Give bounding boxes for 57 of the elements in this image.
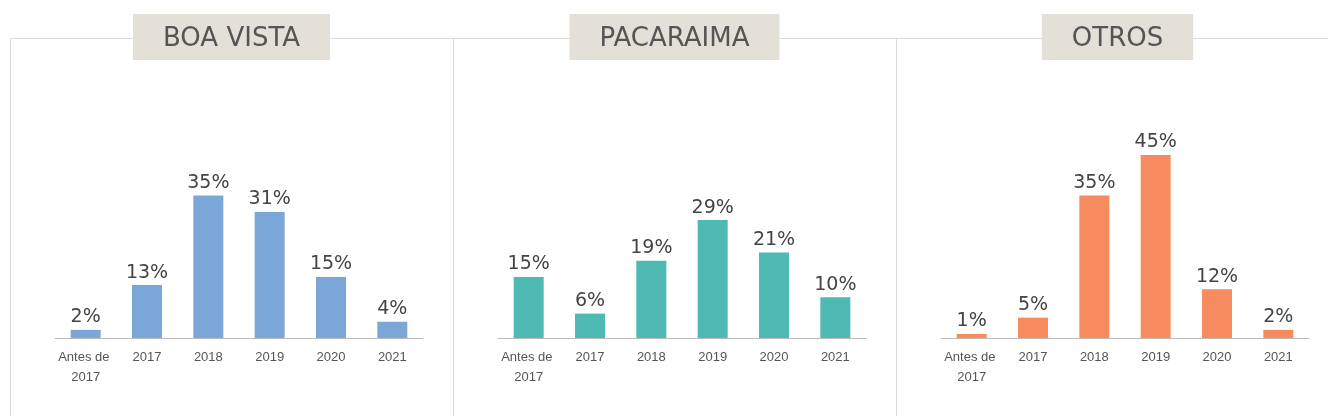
bar — [513, 276, 544, 338]
x-tick-label: 2020 — [1202, 348, 1232, 364]
bar — [636, 260, 667, 338]
data-label: 29% — [691, 194, 734, 217]
x-tick-label: 2017 — [132, 348, 162, 364]
data-label: 19% — [630, 235, 673, 258]
bar — [575, 313, 605, 338]
bar — [820, 297, 851, 338]
bar — [1202, 289, 1232, 338]
data-label: 35% — [187, 170, 230, 193]
data-label: 15% — [507, 251, 550, 274]
x-tick-label: 2019 — [255, 348, 285, 364]
bar — [70, 329, 101, 338]
x-tick-label: 2018 — [1079, 348, 1109, 364]
x-tick-label: 2017 — [575, 348, 605, 364]
bar — [377, 321, 408, 338]
bar — [132, 285, 162, 338]
x-tick-label: 2021 — [377, 348, 407, 364]
chart-title: OTROS — [1071, 22, 1164, 52]
bar — [193, 195, 224, 338]
x-tick-label: 2019 — [1141, 348, 1171, 364]
data-label: 21% — [752, 227, 796, 250]
x-tick-label: 2020 — [759, 348, 789, 364]
data-label: 13% — [125, 259, 169, 282]
x-tick-label: Antes de 2017 — [944, 348, 1000, 384]
bar — [956, 333, 987, 338]
x-tick-label: Antes de 2017 — [58, 348, 114, 384]
x-tick-label: 2018 — [193, 348, 223, 364]
data-label: 15% — [309, 251, 353, 274]
bar — [1079, 195, 1110, 338]
bar — [254, 211, 285, 338]
data-label: 10% — [814, 271, 857, 294]
data-label: 2% — [70, 304, 101, 327]
x-tick-label: 2018 — [636, 348, 666, 364]
x-tick-label: 2019 — [698, 348, 728, 364]
data-label: 5% — [1017, 292, 1049, 315]
data-label: 35% — [1073, 170, 1116, 193]
chart-title: BOA VISTA — [162, 22, 301, 52]
data-label: 2% — [1263, 304, 1294, 327]
x-tick-label: 2020 — [316, 348, 346, 364]
bar — [1018, 317, 1048, 338]
bar — [1140, 154, 1171, 338]
data-label: 1% — [956, 308, 987, 331]
data-label: 6% — [574, 288, 606, 311]
data-label: 4% — [377, 296, 408, 319]
x-tick-label: 2021 — [1263, 348, 1293, 364]
bar — [697, 220, 728, 338]
data-label: 45% — [1134, 129, 1177, 152]
x-tick-label: 2017 — [1018, 348, 1048, 364]
x-tick-label: 2021 — [820, 348, 850, 364]
chart-title: PACARAIMA — [599, 22, 750, 52]
bar — [759, 252, 789, 338]
data-label: 12% — [1195, 263, 1239, 286]
bar — [1263, 329, 1294, 338]
data-label: 31% — [248, 186, 291, 209]
bar — [316, 276, 346, 338]
x-tick-label: Antes de 2017 — [501, 348, 557, 384]
